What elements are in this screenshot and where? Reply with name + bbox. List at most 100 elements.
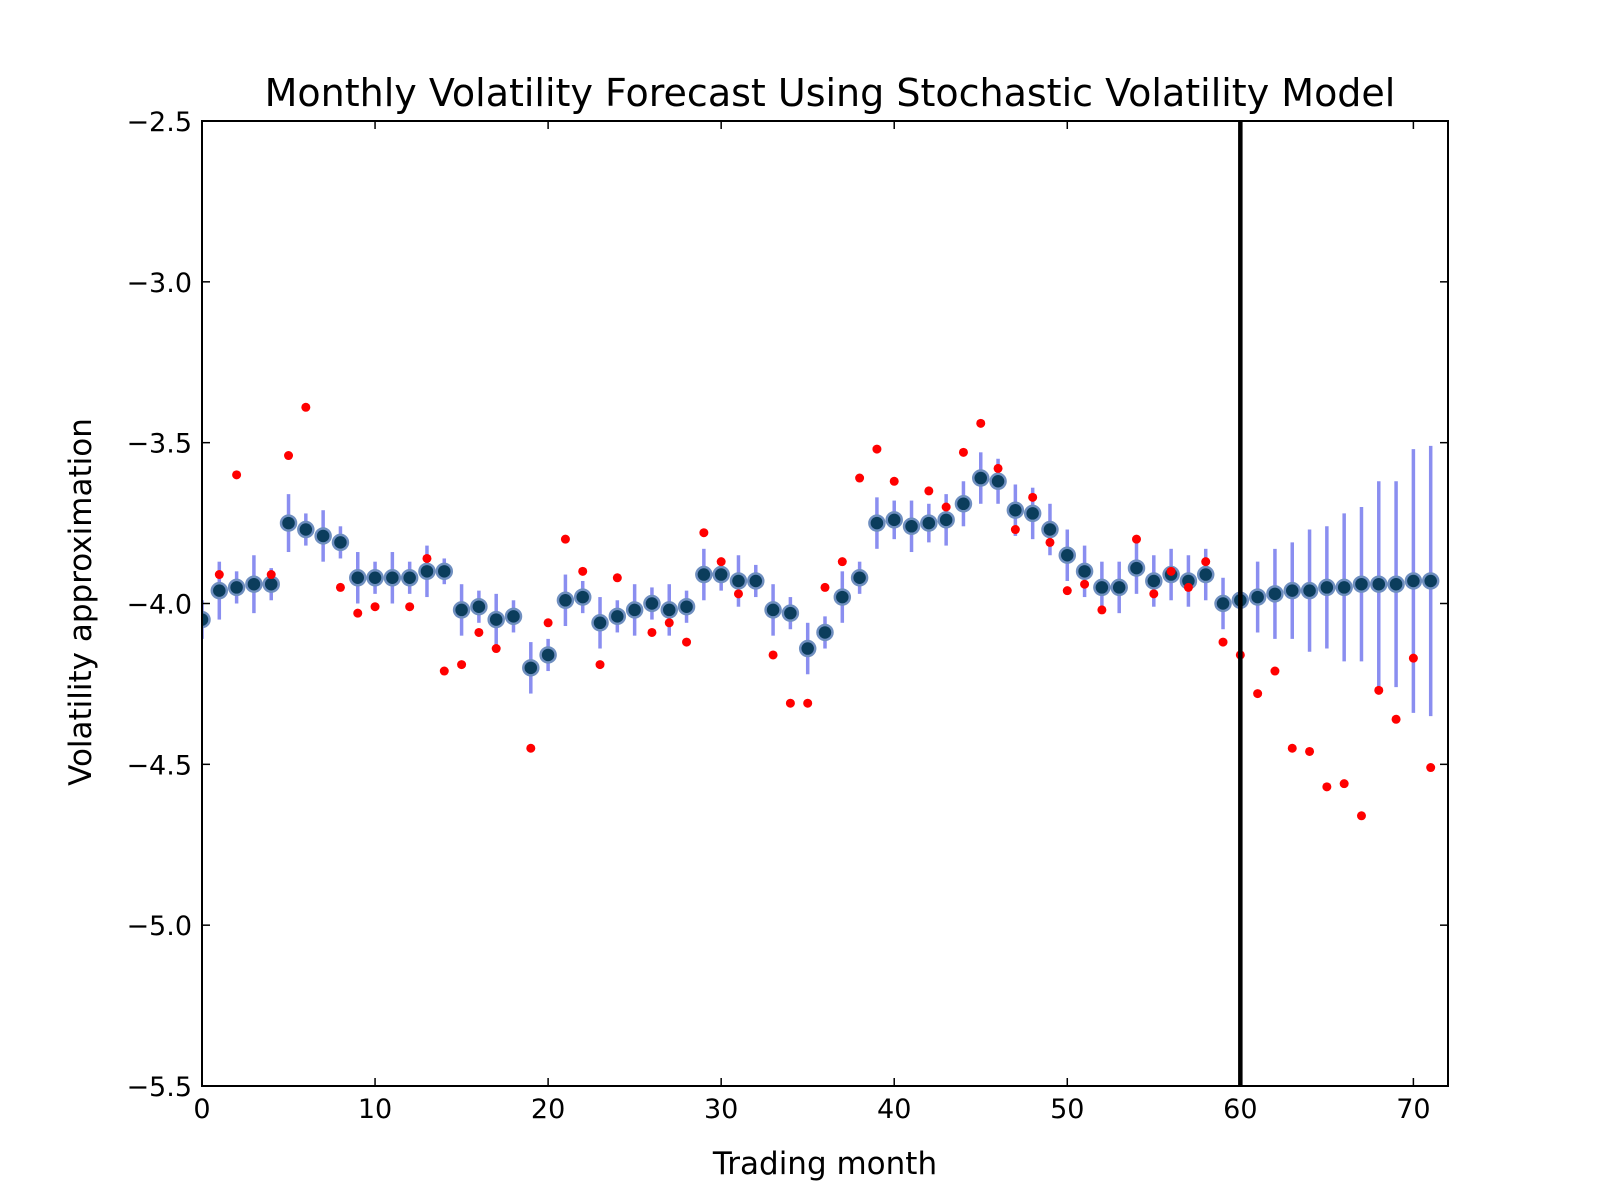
x-tick-label: 20: [531, 1094, 565, 1125]
observed-point: [405, 602, 415, 612]
observed-point: [439, 666, 449, 676]
x-tick-label: 60: [1223, 1094, 1257, 1125]
observed-point: [1270, 666, 1280, 676]
estimate-point: [868, 514, 886, 532]
estimate-point: [522, 659, 540, 677]
y-tick-label: −4.0: [126, 590, 192, 621]
estimate-point: [833, 588, 852, 606]
observed-point: [1287, 743, 1297, 753]
estimate-point: [816, 623, 834, 642]
estimate-point: [625, 601, 644, 619]
observed-point: [699, 528, 709, 538]
estimate-point: [850, 569, 869, 587]
observed-point: [837, 557, 847, 567]
observed-point: [284, 451, 294, 461]
observed-point: [491, 644, 501, 654]
observed-point: [1374, 685, 1384, 695]
observed-point: [1149, 589, 1159, 599]
estimate-point: [1387, 575, 1405, 593]
x-axis-label: Trading month: [712, 1146, 937, 1182]
estimate-point: [227, 578, 246, 597]
observed-point: [543, 618, 553, 628]
observed-point: [1305, 746, 1315, 756]
observed-point: [353, 608, 363, 618]
estimate-point: [556, 591, 575, 610]
estimate-point: [747, 572, 765, 590]
observed-point: [1028, 492, 1038, 502]
estimate-point: [400, 569, 419, 587]
y-tick-label: −5.0: [126, 911, 192, 942]
estimate-point: [660, 601, 678, 619]
observed-point: [647, 627, 657, 637]
estimate-point: [1041, 520, 1059, 539]
observed-point: [266, 570, 276, 580]
observed-point: [1253, 689, 1263, 699]
y-tick-label: −3.0: [126, 268, 192, 299]
x-tick-label: 70: [1396, 1094, 1430, 1125]
observed-point: [803, 698, 813, 708]
observed-point: [301, 402, 311, 412]
plot-marks: [202, 121, 1440, 1086]
estimate-point: [452, 601, 471, 619]
estimate-point: [314, 527, 332, 545]
x-tick-label: 40: [877, 1094, 911, 1125]
observed-point: [733, 589, 743, 599]
estimate-point: [729, 572, 748, 590]
estimate-point: [1214, 594, 1232, 613]
observed-point: [1391, 714, 1401, 724]
observed-point: [526, 743, 536, 753]
estimate-point: [781, 604, 800, 622]
observed-point: [474, 627, 484, 637]
estimate-point: [297, 520, 315, 539]
estimate-point: [885, 511, 903, 529]
observed-point: [993, 463, 1003, 473]
observed-point: [958, 447, 968, 457]
observed-point: [976, 418, 986, 428]
estimate-point: [1110, 578, 1128, 597]
estimate-point: [470, 597, 488, 616]
estimate-point: [972, 469, 990, 487]
estimate-point: [331, 533, 350, 552]
observed-point: [560, 534, 570, 544]
observed-point: [1132, 534, 1141, 544]
estimate-point: [1145, 572, 1163, 590]
y-tick-label: −2.5: [126, 107, 192, 138]
estimate-point: [954, 495, 973, 513]
observed-point: [578, 566, 588, 576]
estimate-point: [608, 607, 627, 626]
observed-point: [595, 660, 605, 670]
estimate-point: [349, 569, 367, 587]
observed-point: [924, 486, 934, 496]
estimate-point: [1075, 562, 1094, 581]
observed-point: [232, 470, 242, 480]
observed-point: [422, 553, 432, 563]
estimate-point: [1421, 572, 1440, 590]
observed-point: [1339, 779, 1349, 789]
estimate-point: [989, 472, 1007, 491]
x-tick-label: 10: [358, 1094, 392, 1125]
estimate-point: [1127, 559, 1146, 577]
observed-point: [335, 582, 345, 592]
estimate-point: [435, 562, 454, 581]
estimate-point: [245, 575, 263, 593]
observed-point: [1356, 811, 1366, 821]
estimate-point: [591, 614, 609, 632]
estimate-point: [383, 569, 402, 587]
observed-point: [716, 557, 726, 567]
x-tick-label: 30: [704, 1094, 738, 1125]
observed-point: [1097, 605, 1107, 615]
observed-point: [1080, 579, 1090, 589]
observed-point: [1010, 525, 1020, 535]
estimate-point: [202, 610, 211, 629]
estimate-point: [677, 597, 696, 616]
observed-point: [941, 502, 951, 512]
x-tick-label: 50: [1050, 1094, 1084, 1125]
observed-point: [872, 444, 882, 454]
observed-point: [1201, 557, 1211, 567]
estimate-point: [504, 607, 523, 626]
y-tick-label: −3.5: [126, 429, 192, 460]
observed-point: [855, 473, 865, 483]
x-tick-label: 0: [193, 1094, 210, 1125]
observed-point: [1322, 782, 1332, 792]
